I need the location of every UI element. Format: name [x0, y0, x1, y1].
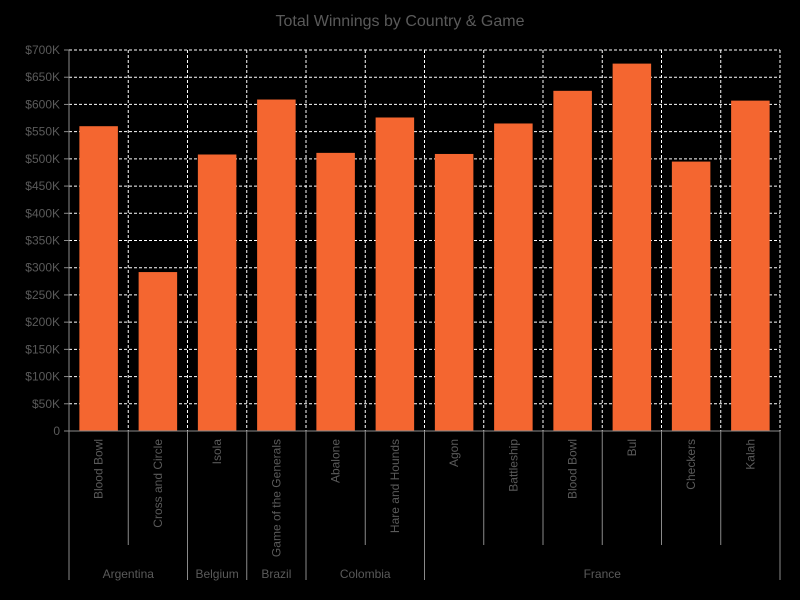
bar	[79, 126, 118, 431]
group-label: France	[584, 567, 622, 581]
x-tick-label: Bul	[625, 439, 639, 456]
bar	[731, 100, 770, 432]
x-tick-label: Hare and Hounds	[388, 439, 402, 533]
x-tick-label: Game of the Generals	[269, 439, 283, 557]
x-tick-label: Blood Bowl	[566, 439, 580, 499]
y-tick-label: $700K	[25, 43, 60, 57]
x-tick-label: Abalone	[329, 439, 343, 483]
y-tick-label: $550K	[25, 125, 60, 139]
bars	[79, 63, 770, 432]
grid	[69, 49, 781, 431]
chart-title: Total Winnings by Country & Game	[276, 13, 525, 30]
x-tick-labels: Blood Bowl Cross and Circle Isola Game of t…	[92, 439, 758, 557]
bar	[434, 153, 474, 432]
bar	[257, 99, 296, 431]
group-label: Brazil	[261, 567, 291, 581]
group-label: Argentina	[103, 567, 155, 581]
y-tick-label: $450K	[25, 179, 60, 193]
bar	[316, 152, 355, 431]
y-tick-label: $650K	[25, 70, 60, 84]
group-labels: Argentina Belgium Brazil Colombia France	[103, 567, 622, 581]
bar	[494, 123, 533, 431]
y-tick-label: $400K	[25, 206, 60, 220]
bar	[553, 90, 592, 432]
group-label: Belgium	[195, 567, 238, 581]
y-tick-label: $600K	[25, 97, 60, 111]
y-tick-label: $150K	[25, 342, 60, 356]
x-tick-label: Isola	[210, 439, 224, 465]
bar	[138, 272, 178, 431]
x-tick-label: Cross and Circle	[151, 439, 165, 528]
bar	[197, 154, 237, 431]
y-tick-label: $350K	[25, 234, 60, 248]
y-tick-label: $500K	[25, 152, 60, 166]
x-tick-label: Battleship	[506, 439, 520, 492]
axes	[64, 49, 781, 580]
y-tick-label: $100K	[25, 370, 60, 384]
x-tick-label: Agon	[447, 439, 461, 467]
bar	[612, 63, 652, 431]
bar	[671, 161, 711, 432]
x-tick-label: Checkers	[684, 439, 698, 490]
y-tick-label: $200K	[25, 315, 60, 329]
bar	[375, 117, 415, 432]
x-tick-label: Kalah	[743, 439, 757, 470]
y-tick-labels: 0 $50K $100K $150K $200K $250K $300K $350K $400K…	[25, 43, 60, 438]
y-tick-label: $50K	[32, 397, 60, 411]
x-tick-label: Blood Bowl	[92, 439, 106, 499]
y-tick-label: $250K	[25, 288, 60, 302]
y-tick-label: 0	[53, 424, 60, 438]
group-label: Colombia	[340, 567, 391, 581]
y-tick-label: $300K	[25, 261, 60, 275]
